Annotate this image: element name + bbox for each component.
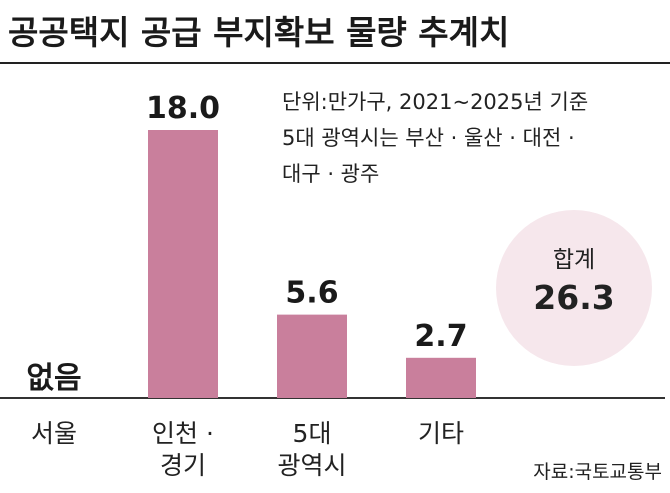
data-label: 5.6 bbox=[285, 276, 338, 311]
note-line: 단위:만가구, 2021~2025년 기준 bbox=[282, 90, 589, 114]
category-label: 경기 bbox=[160, 451, 206, 480]
chart-title: 공공택지 공급 부지확보 물량 추계치 bbox=[8, 13, 510, 52]
note-line: 5대 광역시는 부산 · 울산 · 대전 · bbox=[282, 126, 575, 150]
category-label: 기타 bbox=[418, 419, 464, 448]
total-value: 26.3 bbox=[533, 278, 615, 317]
category-label: 인천 · bbox=[152, 419, 214, 448]
data-label: 18.0 bbox=[146, 91, 220, 126]
bar bbox=[148, 130, 218, 398]
data-label: 없음 bbox=[26, 361, 81, 396]
title-divider bbox=[0, 62, 670, 64]
unit-note: 단위:만가구, 2021~2025년 기준 5대 광역시는 부산 · 울산 · … bbox=[282, 84, 588, 192]
bar bbox=[406, 357, 476, 398]
data-label: 2.7 bbox=[414, 319, 467, 354]
bar bbox=[277, 314, 347, 398]
category-label: 서울 bbox=[31, 419, 77, 448]
total-label: 합계 bbox=[552, 247, 596, 273]
category-label: 5대 bbox=[293, 419, 332, 448]
note-line: 대구 · 광주 bbox=[282, 162, 380, 186]
source-note: 자료:국토교통부 bbox=[533, 461, 662, 483]
total-circle: 합계 26.3 bbox=[496, 210, 652, 366]
category-label: 광역시 bbox=[277, 451, 346, 480]
